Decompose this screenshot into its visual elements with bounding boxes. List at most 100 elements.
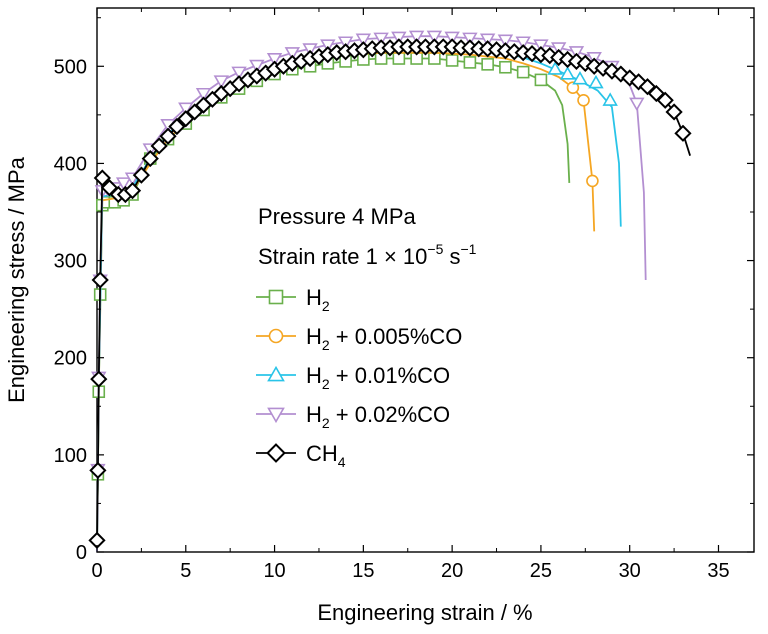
data-point (445, 54, 459, 67)
legend-label-main: H (306, 402, 322, 427)
data-point (195, 87, 212, 102)
data-point (647, 84, 665, 103)
strain-rate-exponent: −5 (427, 241, 443, 257)
y-tick-label: 200 (54, 348, 87, 370)
y-tick-label: 400 (54, 153, 87, 175)
data-point (408, 30, 425, 45)
data-point (115, 177, 132, 191)
data-point (132, 166, 151, 184)
data-point (588, 74, 604, 89)
strain-rate-unit: s (443, 244, 460, 269)
legend-item: H2 + 0.02%CO (256, 402, 450, 431)
series-layer (88, 30, 692, 553)
data-point (90, 370, 108, 388)
data-point (141, 149, 159, 168)
data-point (249, 59, 265, 74)
data-point (462, 32, 478, 47)
data-point (355, 33, 372, 48)
data-point (91, 271, 109, 289)
data-point (516, 65, 530, 79)
legend-label-subscript: 2 (322, 337, 330, 353)
legend-label: H2 + 0.005%CO (306, 324, 462, 353)
x-tick-label: 0 (91, 560, 102, 582)
data-point (89, 461, 107, 480)
legend-label-subscript: 2 (322, 298, 330, 314)
x-axis-label: Engineering strain / % (317, 600, 532, 625)
legend-label-rest: + 0.01%CO (330, 363, 450, 388)
legend-label: CH4 (306, 441, 346, 470)
legend-marker (268, 289, 284, 305)
data-point (499, 60, 512, 74)
legend-label-main: CH (306, 441, 338, 466)
conditions-annotation: Pressure 4 MPa Strain rate 1 × 10−5 s−1 (258, 204, 477, 269)
legend-label-main: H (306, 363, 322, 388)
data-point (533, 39, 549, 53)
data-point (568, 46, 585, 60)
data-point (586, 174, 599, 188)
data-point (231, 66, 247, 81)
data-point (463, 56, 477, 69)
y-tick-label: 300 (54, 251, 87, 273)
x-tick-label: 35 (707, 560, 729, 582)
data-point (479, 33, 496, 48)
data-point (337, 36, 354, 50)
x-tick-label: 25 (530, 560, 552, 582)
legend-label-subscript: 2 (322, 376, 330, 392)
data-point (534, 73, 548, 87)
data-point (674, 124, 692, 142)
y-axis-label: Engineering stress / MPa (4, 156, 29, 403)
x-tick-label: 10 (263, 560, 285, 582)
data-point (603, 62, 621, 80)
data-point (656, 91, 674, 109)
data-point (559, 66, 576, 80)
data-point (594, 59, 612, 77)
legend-marker (266, 443, 286, 463)
data-point (665, 103, 683, 121)
data-point (550, 42, 567, 56)
data-point (621, 69, 639, 87)
legend-label-rest: + 0.005%CO (330, 324, 463, 349)
data-point (93, 169, 111, 187)
data-point (266, 52, 283, 67)
legend-label-main: H (306, 324, 322, 349)
data-point (320, 39, 336, 53)
legend-label-subscript: 4 (338, 454, 346, 470)
strain-rate-unit-exponent: −1 (460, 241, 476, 257)
data-point (391, 31, 407, 46)
data-point (515, 36, 531, 50)
x-tick-label: 5 (180, 560, 191, 582)
data-point (373, 32, 389, 47)
x-tick-label: 15 (352, 560, 374, 582)
data-point (123, 182, 142, 200)
data-point (426, 30, 443, 45)
data-point (302, 43, 318, 57)
legend-item: H2 + 0.005%CO (256, 324, 462, 353)
series-square (91, 52, 571, 553)
legend-marker (267, 365, 285, 382)
legend-label-subscript: 2 (322, 415, 330, 431)
data-point (629, 73, 648, 91)
legend-label-main: H (306, 285, 322, 310)
data-point (602, 92, 618, 106)
legend-marker (268, 328, 284, 344)
strain-rate-annotation: Strain rate 1 × 10−5 s−1 (258, 241, 477, 269)
data-point (444, 31, 460, 46)
data-point (150, 137, 168, 155)
data-point (213, 75, 230, 89)
legend-marker (267, 407, 285, 424)
legend-label: H2 + 0.02%CO (306, 402, 450, 431)
x-tick-label: 30 (619, 560, 641, 582)
legend-item: CH4 (256, 441, 346, 470)
legend-label: H2 + 0.01%CO (306, 363, 450, 392)
x-tick-label: 20 (441, 560, 463, 582)
y-tick-label: 0 (76, 542, 87, 564)
axis-layer: 0 5 10 15 20 25 30 35 0 100 200 300 400 500 (54, 8, 754, 582)
data-point (168, 117, 186, 136)
strain-rate-prefix: Strain rate 1 × 10 (258, 244, 427, 269)
series-diamond (88, 38, 692, 549)
legend-label-rest: + 0.02%CO (330, 402, 450, 427)
y-tick-label: 500 (54, 56, 87, 78)
data-point (159, 127, 177, 145)
data-point (572, 70, 588, 85)
